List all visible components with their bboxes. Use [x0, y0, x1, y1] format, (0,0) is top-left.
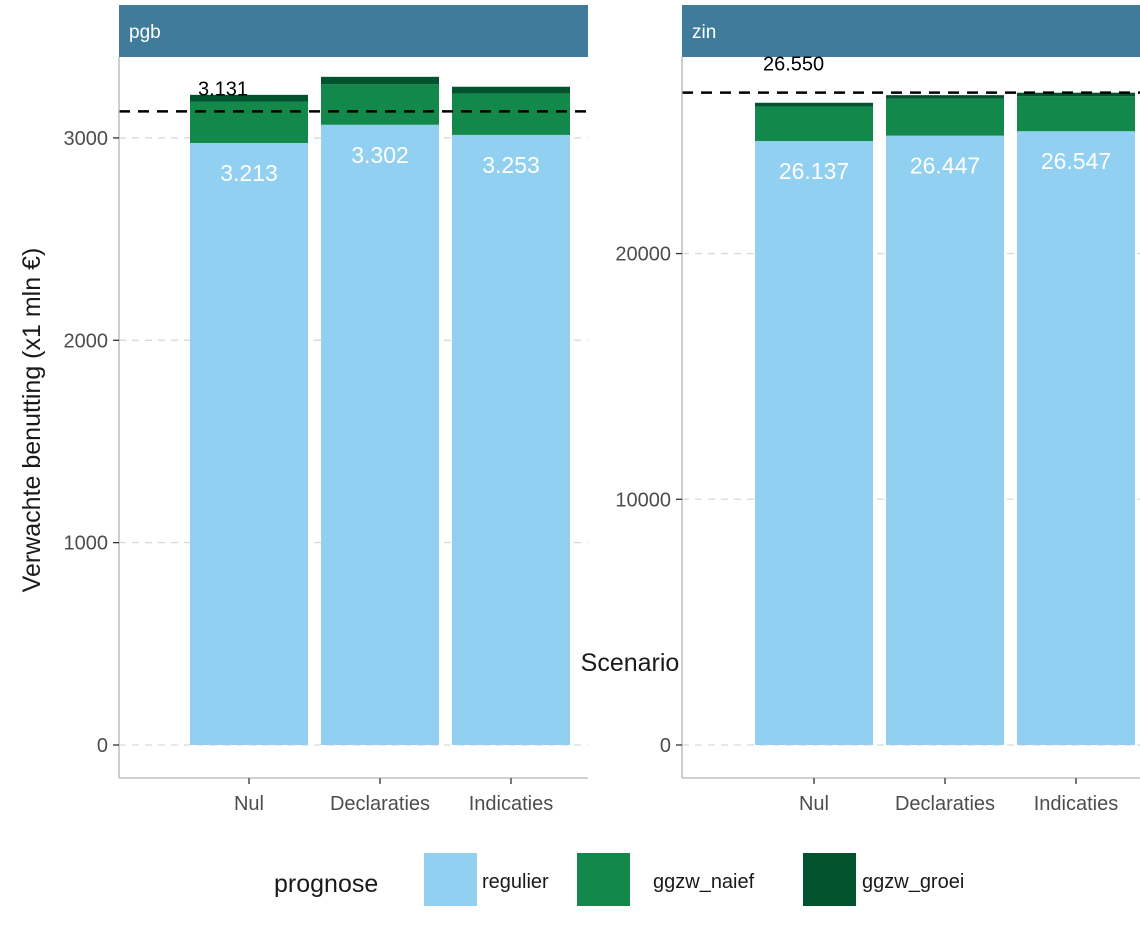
- legend-title: prognose: [274, 870, 378, 898]
- facet-strip-pgb: [119, 5, 588, 57]
- y-tick-label-zin-0: 0: [660, 735, 671, 757]
- y-tick-label-zin-2: 20000: [615, 244, 671, 266]
- y-tick-label-zin-1: 10000: [615, 489, 671, 511]
- y-tick-label-pgb-1: 1000: [64, 533, 109, 555]
- y-tick-label-pgb-0: 0: [97, 735, 108, 757]
- bar-total-label-pgb-nul: 3.213: [220, 160, 278, 186]
- x-tick-label-zin-nul: Nul: [799, 793, 829, 815]
- bar-total-label-zin-indicaties: 26.547: [1041, 148, 1111, 174]
- bar-pgb-nul-regulier: [190, 143, 308, 745]
- bar-total-label-zin-nul: 26.137: [779, 158, 849, 184]
- reference-label-pgb: 3.131: [198, 78, 248, 100]
- y-axis-title: Verwachte benutting (x1 mln €): [18, 248, 46, 593]
- facet-strip-zin: [682, 5, 1140, 57]
- bar-pgb-nul-ggzw-naief: [190, 101, 308, 143]
- bar-zin-declaraties-ggzw-groei: [886, 95, 1004, 99]
- legend-swatch-ggzw-naief: [577, 853, 630, 906]
- legend-label-regulier: regulier: [482, 871, 549, 893]
- x-tick-label-zin-declaraties: Declaraties: [895, 793, 995, 815]
- x-tick-label-pgb-indicaties: Indicaties: [469, 793, 554, 815]
- bar-pgb-declaraties-regulier: [321, 124, 439, 746]
- bar-pgb-declaraties-ggzw-naief: [321, 84, 439, 125]
- bar-pgb-indicaties-ggzw-groei: [452, 86, 570, 94]
- bar-pgb-nul-ggzw-groei: [190, 94, 308, 102]
- legend-swatch-regulier: [424, 853, 477, 906]
- y-tick-label-pgb-3: 3000: [64, 128, 109, 150]
- bar-total-label-pgb-indicaties: 3.253: [482, 152, 540, 178]
- bar-zin-nul-ggzw-naief: [755, 106, 873, 142]
- bar-zin-declaraties-ggzw-naief: [886, 98, 1004, 136]
- reference-label-zin: 26.550: [763, 54, 824, 76]
- x-tick-label-pgb-declaraties: Declaraties: [330, 793, 430, 815]
- x-axis-title: Scenario: [581, 649, 680, 677]
- legend-swatch-ggzw-groei: [803, 853, 856, 906]
- bar-zin-indicaties-ggzw-groei: [1017, 92, 1135, 97]
- bar-zin-indicaties-regulier: [1017, 131, 1135, 746]
- facet-strip-label-zin: zin: [692, 22, 716, 43]
- x-tick-label-zin-indicaties: Indicaties: [1034, 793, 1119, 815]
- bar-zin-nul-regulier: [755, 141, 873, 745]
- bar-zin-declaraties-regulier: [886, 135, 1004, 746]
- bar-total-label-zin-declaraties: 26.447: [910, 153, 980, 179]
- bar-zin-indicaties-ggzw-naief: [1017, 96, 1135, 132]
- bar-pgb-indicaties-regulier: [452, 134, 570, 745]
- bar-pgb-indicaties-ggzw-naief: [452, 93, 570, 135]
- legend-label-ggzw-groei: ggzw_groei: [862, 871, 964, 893]
- legend-label-ggzw-naief: ggzw_naief: [653, 871, 755, 893]
- bar-zin-nul-ggzw-groei: [755, 102, 873, 107]
- bar-total-label-pgb-declaraties: 3.302: [351, 142, 409, 168]
- y-tick-label-pgb-2: 2000: [64, 330, 109, 352]
- x-tick-label-pgb-nul: Nul: [234, 793, 264, 815]
- bar-pgb-declaraties-ggzw-groei: [321, 76, 439, 85]
- facet-strip-label-pgb: pgb: [129, 22, 161, 43]
